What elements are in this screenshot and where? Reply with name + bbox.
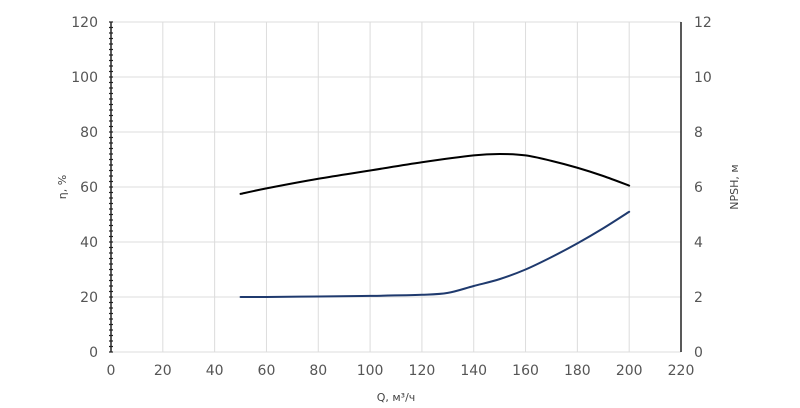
y-left-tick-label: 40 (80, 235, 98, 251)
y-left-tick-label: 0 (89, 345, 98, 361)
x-tick-label: 80 (309, 363, 327, 379)
x-tick-label: 180 (564, 363, 591, 379)
y-left-tick-label: 100 (71, 70, 98, 86)
x-tick-label: 100 (357, 363, 384, 379)
y-left-tick-label: 120 (71, 15, 98, 31)
tick-labels: 0 20 40 60 80 100 120 140 160 180 200 2200204060801… (71, 15, 712, 379)
y-right-tick-label: 2 (694, 290, 703, 306)
x-tick-label: 220 (668, 363, 695, 379)
axes (109, 21, 682, 353)
x-tick-label: 120 (409, 363, 436, 379)
y-right-axis-title: NPSH, м (728, 164, 741, 209)
y-left-tick-label: 20 (80, 290, 98, 306)
y-left-axis-title: η, % (56, 175, 69, 199)
y-left-tick-label: 80 (80, 125, 98, 141)
x-tick-label: 40 (206, 363, 224, 379)
y-right-tick-label: 4 (694, 235, 703, 251)
series-lines (239, 153, 631, 299)
efficiency-curve (239, 153, 631, 195)
npsh-curve (239, 210, 631, 299)
x-tick-label: 20 (154, 363, 172, 379)
y-left-tick-label: 60 (80, 180, 98, 196)
x-tick-label: 200 (616, 363, 643, 379)
y-right-tick-label: 8 (694, 125, 703, 141)
y-right-tick-label: 0 (694, 345, 703, 361)
grid (111, 21, 681, 353)
y-right-tick-label: 10 (694, 70, 712, 86)
x-axis-title: Q, м³/ч (377, 391, 416, 404)
y-right-tick-label: 12 (694, 15, 712, 31)
x-tick-label: 160 (512, 363, 539, 379)
x-tick-label: 140 (460, 363, 487, 379)
x-tick-label: 60 (258, 363, 276, 379)
y-right-tick-label: 6 (694, 180, 703, 196)
x-tick-label: 0 (107, 363, 116, 379)
